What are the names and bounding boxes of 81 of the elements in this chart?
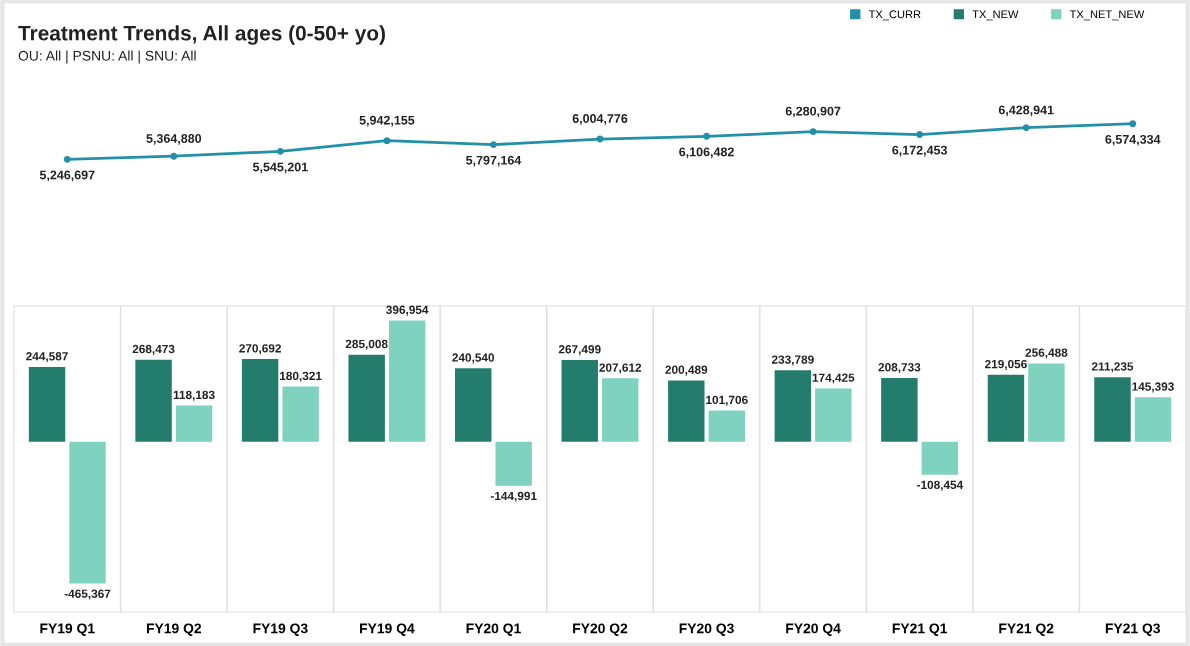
- data-label: 6,004,776: [572, 114, 628, 125]
- data-label: 268,473: [132, 344, 175, 355]
- bar: [388, 320, 426, 442]
- bar: [921, 441, 959, 475]
- bar: [881, 377, 918, 442]
- data-label: 244,587: [26, 352, 68, 363]
- data-label: 5,246,697: [39, 170, 95, 182]
- bar: [1134, 397, 1172, 442]
- point: [1129, 120, 1137, 128]
- data-label: 207,612: [599, 363, 642, 374]
- x-tick-label: FY19 Q4: [360, 623, 415, 636]
- bar: [135, 359, 172, 442]
- point: [63, 155, 71, 163]
- bar: [561, 360, 598, 442]
- data-label: 208,733: [878, 363, 921, 374]
- point: [703, 132, 711, 140]
- bar: [1028, 363, 1065, 442]
- bar: [602, 378, 639, 442]
- data-label: 5,942,155: [359, 115, 415, 127]
- data-label: 145,393: [1132, 382, 1174, 393]
- data-label: 200,489: [665, 365, 708, 376]
- point: [916, 131, 924, 139]
- x-tick-label: FY21 Q3: [1105, 623, 1161, 636]
- data-label: 233,789: [771, 355, 814, 366]
- legend-label: TX_NEW: [972, 10, 1019, 21]
- bar: [708, 410, 746, 442]
- data-label: 6,106,482: [679, 147, 734, 159]
- data-label: -465,367: [64, 589, 111, 600]
- data-label: 180,321: [280, 371, 322, 382]
- x-tick-label: FY19 Q2: [146, 623, 202, 636]
- point: [809, 128, 817, 136]
- x-tick-label: FY21 Q2: [999, 623, 1054, 636]
- legend-label: TX_CURR: [868, 10, 921, 21]
- data-label: -144,991: [490, 491, 537, 502]
- x-tick-label: FY19 Q1: [40, 623, 95, 636]
- data-label: 219,056: [985, 359, 1027, 370]
- data-label: 285,008: [345, 339, 388, 350]
- bar: [282, 386, 319, 442]
- data-label: 5,545,201: [252, 162, 308, 174]
- point: [383, 137, 391, 145]
- data-label: 6,172,453: [892, 145, 947, 157]
- bar: [668, 380, 705, 442]
- chart-subtitle: OU: All | PSNU: All | SNU: All: [18, 50, 196, 64]
- bar: [69, 441, 106, 584]
- data-label: 5,797,164: [466, 155, 522, 167]
- data-label: 6,280,907: [785, 106, 841, 118]
- data-label: 211,235: [1091, 362, 1134, 373]
- point: [489, 141, 497, 149]
- bar: [28, 367, 66, 442]
- chart-title: Treatment Trends, All ages (0-50+ yo): [18, 25, 385, 45]
- x-tick-label: FY20 Q4: [786, 623, 841, 636]
- bar: [241, 359, 279, 442]
- data-label: 240,540: [452, 353, 495, 364]
- x-tick-label: FY20 Q3: [679, 623, 734, 636]
- data-label: 267,499: [558, 345, 601, 356]
- data-label: 396,954: [386, 305, 429, 316]
- bar: [175, 405, 213, 442]
- data-label: 270,692: [239, 344, 281, 355]
- bar: [348, 354, 385, 442]
- data-label: 101,706: [706, 395, 748, 406]
- bar: [774, 370, 812, 442]
- bar: [815, 388, 852, 442]
- bar: [1094, 377, 1131, 442]
- x-tick-label: FY20 Q1: [466, 623, 521, 636]
- point: [170, 152, 178, 160]
- x-tick-label: FY20 Q2: [573, 623, 628, 636]
- point: [276, 147, 284, 155]
- legend-label: TX_NET_NEW: [1069, 10, 1145, 21]
- data-label: 256,488: [1025, 348, 1068, 359]
- bar: [987, 374, 1025, 442]
- point: [1022, 124, 1030, 132]
- bar: [495, 441, 532, 486]
- data-label: -108,454: [917, 480, 964, 491]
- x-tick-label: FY21 Q1: [892, 623, 948, 636]
- data-label: 6,428,941: [998, 105, 1054, 117]
- data-label: 174,425: [812, 373, 855, 384]
- data-label: 5,364,880: [146, 134, 202, 145]
- data-label: 6,574,334: [1105, 134, 1161, 146]
- bar: [454, 368, 492, 442]
- data-label: 118,183: [173, 390, 215, 401]
- x-tick-label: FY19 Q3: [253, 623, 308, 636]
